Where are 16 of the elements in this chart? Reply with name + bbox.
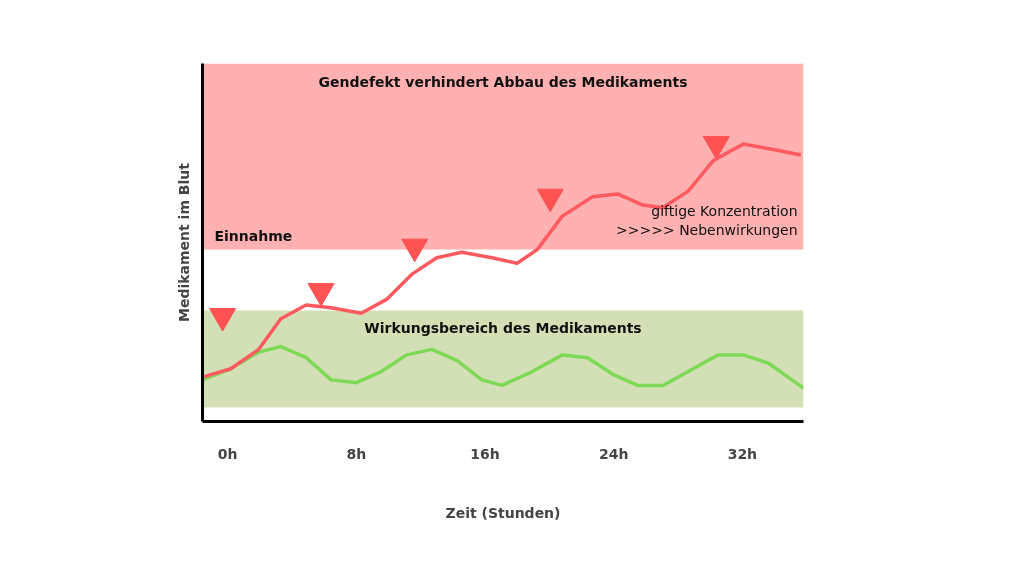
point	[401, 238, 429, 263]
band-label: Wirkungsbereich des Medikaments	[364, 320, 642, 337]
x-tick-label: 0h	[217, 445, 238, 462]
x-tick-label: 16h	[470, 445, 500, 462]
annotation: giftige Konzentration >>>>> Nebenwirkungen	[616, 203, 798, 239]
point	[209, 308, 237, 332]
point	[702, 135, 730, 160]
point	[536, 188, 564, 213]
annotation: Einnahme	[214, 227, 293, 244]
x-tick-label: 32h	[727, 445, 758, 462]
x-axis-title: Zeit (Stunden)	[445, 504, 561, 521]
y-axis-title: Medikament im Blut	[175, 162, 192, 323]
x-tick-label: 8h	[346, 445, 367, 462]
point	[307, 283, 335, 307]
x-tick-label: 24h	[598, 445, 629, 462]
band-label: Gendefekt verhindert Abbau des Medikaments	[318, 73, 688, 90]
